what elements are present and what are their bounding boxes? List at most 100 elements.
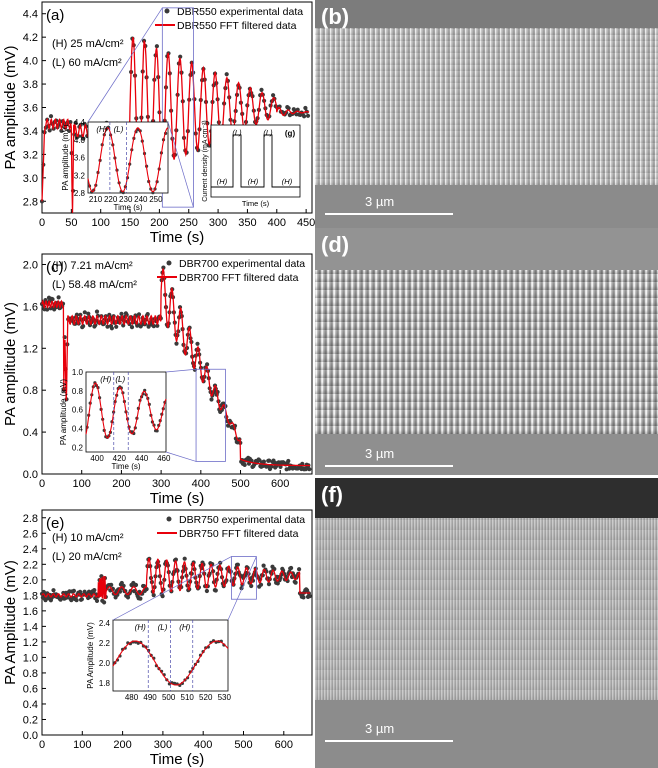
panel-2-ylabel: PA Amplitude (mV): [2, 560, 19, 685]
inset-0-label: (H): [96, 125, 107, 134]
panel-0-xtick-label: 400: [268, 217, 286, 229]
inset-1-fft-line: [85, 382, 167, 439]
panel-2-zoom-connector: [112, 556, 232, 621]
current-inset-label: (H): [217, 177, 228, 186]
panel-2-exp-point: [94, 598, 100, 604]
panel-1-ytick-label: 2.0: [23, 259, 38, 271]
panel-1-exp-point: [114, 324, 119, 329]
panel-1-legend-label-exp: DBR700 experimental data: [179, 258, 305, 270]
inset-0-ytick-label: 2.8: [74, 189, 86, 198]
inset-0-xtick-label: 250: [149, 195, 163, 204]
panel-2-xtick-label: 100: [73, 739, 91, 751]
panel-1-exp-point: [56, 295, 61, 300]
panel-2-annotation-l: (L) 20 mA/cm²: [52, 551, 122, 563]
panel-0-legend-marker-exp: [164, 8, 170, 14]
panel-2-ytick-label: 0.0: [23, 730, 38, 742]
panel-0-ylabel: PA amplitude (mV): [2, 46, 19, 170]
panel-2-ytick-label: 0.6: [23, 683, 38, 695]
panel-2-exp-point: [204, 588, 209, 594]
panel-1-xtick-label: 0: [39, 478, 45, 490]
panel-2-exp-point: [275, 581, 280, 586]
panel-2-exp-point: [92, 588, 97, 593]
panel-1-exp-point: [129, 325, 135, 330]
panel-0-exp-point: [305, 113, 311, 118]
panel-2-exp-point: [235, 562, 240, 567]
inset-1-ytick-label: 0.8: [72, 387, 84, 396]
panel-2-exp-point: [132, 589, 137, 594]
panel-0-legend-label-fft: DBR550 FFT filtered data: [177, 20, 297, 32]
panel-1-annotation-h: (H) 7.21 mA/cm²: [52, 260, 133, 272]
panel-2-ytick-label: 1.6: [23, 606, 38, 618]
inset-1-xtick-label: 400: [90, 454, 104, 463]
inset-1-label: (H): [100, 375, 111, 384]
panel-1-xtick-label: 300: [152, 478, 170, 490]
panel-0-exp-point: [39, 199, 45, 204]
panel-0-ytick-label: 4.4: [23, 9, 38, 21]
inset-0-ytick-label: 4.0: [74, 136, 86, 145]
panel-2-ytick-label: 0.4: [23, 699, 38, 711]
panel-1-plot-frame: [41, 253, 313, 475]
panel-0-exp-point: [286, 106, 291, 111]
panel-1-panel-label: (c): [46, 259, 64, 276]
panel-2-exp-point: [297, 567, 302, 572]
panel-1-fft-line: [41, 267, 310, 467]
panel-0-ytick-label: 3.0: [23, 173, 38, 185]
inset-0-ytick-label: 3.2: [74, 171, 86, 180]
panel-2-exp-point: [293, 580, 298, 585]
panel-1-exp-point: [242, 462, 247, 467]
inset-1-ytick-label: 1.0: [72, 368, 84, 377]
inset-2-label: (H): [179, 623, 190, 632]
inset-0-ytick-label: 4.4: [74, 118, 86, 127]
panel-0-exp-point: [178, 54, 183, 59]
scale-bar-b: [325, 213, 453, 215]
panel-2-ytick-label: 1.0: [23, 652, 38, 664]
inset-0-xlabel: Time (s): [113, 203, 142, 212]
inset-2-ytick-label: 2.0: [99, 659, 111, 668]
inset-1-ytick-label: 0.6: [72, 406, 84, 415]
panel-0-xtick-label: 350: [238, 217, 256, 229]
panel-0-annotation-h: (H) 25 mA/cm²: [52, 38, 124, 50]
inset-2-xtick-label: 530: [218, 693, 232, 702]
panel-2-fft-line: [41, 557, 310, 600]
inset-0-label: (L): [114, 125, 124, 134]
current-inset-label: (L): [263, 128, 273, 137]
panel-2-plot-frame: [41, 509, 313, 736]
inset-1-xtick-label: 460: [157, 454, 171, 463]
panel-1-exp-point: [45, 307, 50, 312]
panel-2-exp-point: [133, 582, 139, 588]
inset-2-xtick-label: 510: [181, 693, 195, 702]
panel-2-exp-point: [74, 598, 79, 603]
panel-2-exp-point: [307, 594, 312, 599]
inset-1-label: (L): [115, 375, 125, 384]
panel-2-legend-label-fft: DBR750 FFT filtered data: [179, 528, 299, 540]
panel-0-exp-point: [302, 114, 307, 119]
panel-2-exp-point: [125, 595, 131, 600]
panel-2-exp-point: [213, 588, 218, 593]
panel-1-xtick-label: 100: [73, 478, 91, 490]
panel-1-xtick-label: 600: [271, 478, 289, 490]
panel-0-exp-point: [259, 87, 264, 92]
inset-2-xtick-label: 490: [143, 693, 157, 702]
panel-1-exp-point: [195, 341, 200, 346]
panel-0-exp-point: [303, 105, 308, 111]
panel-2-exp-point: [261, 563, 266, 568]
panel-0-exp-point: [67, 128, 72, 133]
panel-2-ytick-label: 0.8: [23, 668, 38, 680]
panel-0-annotation-l: (L) 60 mA/cm²: [52, 57, 122, 69]
panel-2-exp-point: [71, 588, 76, 594]
panel-1-ytick-label: 0.0: [23, 469, 38, 481]
inset-1-ylabel: PA amplitude (mV): [59, 379, 68, 445]
panel-1-exp-point: [261, 459, 266, 464]
panel-1-exp-point: [300, 461, 305, 466]
panel-0-zoom-connector: [87, 7, 163, 123]
panel-1-exp-point: [94, 309, 100, 314]
panel-2-ytick-label: 2.0: [23, 575, 38, 587]
inset-2-xtick-label: 500: [162, 693, 176, 702]
panel-0-exp-point: [48, 114, 54, 119]
panel-0-ytick-label: 3.2: [23, 149, 38, 161]
scale-label-f: 3 µm: [365, 721, 395, 736]
panel-1-exp-point: [155, 323, 160, 328]
panel-1-xlabel: Time (s): [150, 490, 204, 507]
panel-1-ylabel: PA amplitude (mV): [2, 302, 19, 426]
